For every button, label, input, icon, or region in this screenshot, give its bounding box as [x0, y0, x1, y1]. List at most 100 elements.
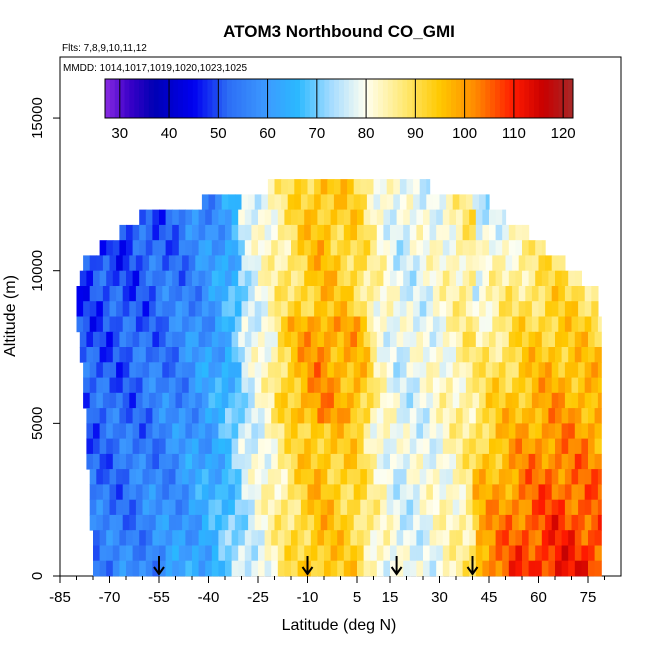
heatmap-cell	[406, 484, 414, 501]
colorbar-swatch	[348, 79, 355, 118]
heatmap-cell	[277, 209, 285, 226]
heatmap-cell	[149, 514, 157, 531]
heatmap-cell	[188, 362, 196, 378]
heatmap-cell	[505, 499, 513, 516]
heatmap-cell	[426, 301, 434, 317]
heatmap-cell	[498, 255, 507, 272]
colorbar-tick-label: 90	[407, 125, 424, 142]
heatmap-cell	[436, 224, 444, 241]
heatmap-cell	[109, 392, 117, 409]
heatmap-cell	[238, 408, 246, 424]
heatmap-cell	[201, 286, 210, 302]
heatmap-cell	[172, 224, 180, 241]
heatmap-cell	[426, 484, 434, 501]
heatmap-cell	[571, 316, 579, 333]
heatmap-cell	[399, 255, 408, 272]
heatmap-cell	[561, 453, 569, 470]
heatmap-cell	[515, 560, 523, 577]
heatmap-cell	[205, 530, 213, 546]
heatmap-cell	[584, 286, 592, 302]
heatmap-cell	[89, 484, 97, 501]
heatmap-cell	[409, 545, 417, 562]
heatmap-cell	[508, 347, 516, 363]
heatmap-cell	[139, 423, 147, 440]
heatmap-cell	[578, 316, 586, 333]
heatmap-cell	[178, 560, 186, 577]
heatmap-cell	[320, 179, 328, 195]
heatmap-cell	[393, 362, 401, 378]
heatmap-cell	[498, 316, 507, 333]
heatmap-cell	[287, 286, 295, 302]
heatmap-cell	[261, 469, 269, 485]
colorbar-swatch	[192, 79, 199, 118]
heatmap-cell	[93, 331, 101, 348]
heatmap-cell	[360, 301, 368, 317]
heatmap-cell	[419, 514, 427, 531]
heatmap-cell	[429, 347, 437, 363]
heatmap-cell	[446, 392, 454, 409]
heatmap-cell	[218, 545, 226, 562]
heatmap-cell	[578, 362, 586, 378]
heatmap-cell	[343, 209, 351, 226]
heatmap-cell	[218, 560, 226, 577]
y-tick-label: 5000	[29, 407, 46, 440]
heatmap-cell	[578, 484, 586, 501]
heatmap-cell	[512, 316, 520, 333]
heatmap-cell	[419, 484, 427, 501]
heatmap-cell	[314, 377, 322, 394]
heatmap-cell	[439, 469, 447, 485]
heatmap-cell	[267, 255, 276, 272]
heatmap-cell	[165, 423, 173, 440]
heatmap-cell	[211, 224, 219, 241]
heatmap-cell	[175, 484, 183, 501]
heatmap-cell	[218, 331, 226, 348]
heatmap-cell	[195, 286, 203, 302]
heatmap-cell	[597, 514, 602, 531]
heatmap-cell	[383, 331, 391, 348]
colorbar-swatch	[485, 79, 491, 118]
heatmap-cell	[360, 362, 368, 378]
heatmap-cell	[409, 331, 417, 348]
heatmap-cell	[218, 224, 226, 241]
heatmap-cell	[343, 423, 351, 440]
heatmap-cell	[139, 347, 147, 363]
colorbar-swatch	[563, 79, 569, 118]
heatmap-cell	[218, 530, 226, 546]
heatmap-cell	[538, 255, 546, 272]
heatmap-cell	[330, 453, 338, 470]
heatmap-cell	[515, 453, 523, 470]
heatmap-cell	[588, 423, 596, 440]
heatmap-cell	[211, 408, 219, 424]
heatmap-cell	[109, 499, 117, 516]
heatmap-cell	[489, 347, 497, 363]
x-tick-label: 75	[580, 589, 597, 606]
heatmap-cell	[291, 423, 299, 440]
heatmap-cell	[231, 530, 239, 546]
heatmap-cell	[591, 484, 599, 501]
colorbar-swatch	[339, 79, 345, 118]
heatmap-cell	[297, 270, 305, 287]
heatmap-cell	[419, 362, 427, 378]
heatmap-cell	[495, 240, 503, 256]
heatmap-cell	[584, 316, 592, 333]
heatmap-cell	[403, 270, 411, 287]
heatmap-cell	[495, 438, 503, 455]
heatmap-cell	[383, 438, 391, 455]
x-tick-label: -25	[247, 589, 269, 606]
heatmap-cell	[86, 331, 94, 348]
heatmap-cell	[192, 240, 200, 256]
heatmap-cell	[304, 270, 312, 287]
heatmap-cell	[287, 301, 295, 317]
heatmap-cell	[366, 377, 375, 394]
heatmap-cell	[267, 316, 276, 333]
heatmap-cell	[423, 240, 431, 256]
heatmap-cell	[264, 209, 272, 226]
heatmap-cell	[314, 301, 322, 317]
heatmap-cell	[109, 469, 117, 485]
heatmap-cell	[456, 438, 464, 455]
heatmap-cell	[132, 530, 140, 546]
heatmap-cell	[201, 499, 210, 516]
heatmap-cell	[555, 560, 563, 577]
heatmap-cell	[475, 209, 483, 226]
heatmap-cell	[96, 392, 104, 409]
